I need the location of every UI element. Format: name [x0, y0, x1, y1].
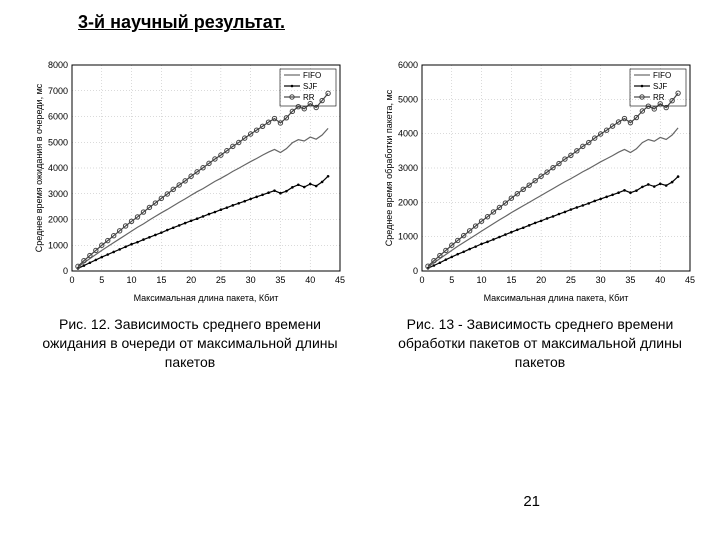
charts-container: 0510152025303540450100020003000400050006… — [30, 55, 700, 372]
svg-text:8000: 8000 — [48, 60, 68, 70]
svg-text:SJF: SJF — [303, 82, 317, 91]
svg-text:25: 25 — [566, 275, 576, 285]
svg-text:45: 45 — [685, 275, 695, 285]
svg-text:4000: 4000 — [48, 163, 68, 173]
svg-text:Среднее время обработки пакета: Среднее время обработки пакета, мс — [384, 89, 394, 246]
svg-text:40: 40 — [305, 275, 315, 285]
svg-text:RR: RR — [303, 93, 315, 102]
svg-text:FIFO: FIFO — [303, 71, 321, 80]
svg-text:10: 10 — [127, 275, 137, 285]
svg-text:25: 25 — [216, 275, 226, 285]
svg-text:3000: 3000 — [398, 163, 418, 173]
svg-text:6000: 6000 — [48, 112, 68, 122]
svg-text:2000: 2000 — [48, 215, 68, 225]
svg-text:1000: 1000 — [398, 232, 418, 242]
svg-text:3000: 3000 — [48, 189, 68, 199]
svg-text:7000: 7000 — [48, 86, 68, 96]
svg-text:0: 0 — [63, 266, 68, 276]
caption-right: Рис. 13 - Зависимость среднего времени о… — [380, 315, 700, 372]
svg-text:15: 15 — [156, 275, 166, 285]
svg-text:6000: 6000 — [398, 60, 418, 70]
svg-text:4000: 4000 — [398, 129, 418, 139]
svg-text:30: 30 — [246, 275, 256, 285]
svg-text:Среднее время ожидания в очере: Среднее время ожидания в очереди, мс — [34, 83, 44, 252]
svg-text:5000: 5000 — [398, 94, 418, 104]
svg-text:10: 10 — [477, 275, 487, 285]
svg-text:1000: 1000 — [48, 240, 68, 250]
svg-text:20: 20 — [536, 275, 546, 285]
svg-text:30: 30 — [596, 275, 606, 285]
svg-text:5: 5 — [99, 275, 104, 285]
svg-text:15: 15 — [506, 275, 516, 285]
svg-text:0: 0 — [69, 275, 74, 285]
svg-text:RR: RR — [653, 93, 665, 102]
caption-left: Рис. 12. Зависимость среднего времени ож… — [30, 315, 350, 372]
chart-right-box: 0 5 10 15 20 25 30 35 40 45 0 1000 2000 3000 4000 5000 6… — [380, 55, 700, 372]
svg-text:45: 45 — [335, 275, 345, 285]
svg-text:35: 35 — [625, 275, 635, 285]
svg-text:2000: 2000 — [398, 197, 418, 207]
chart-left: 0 5 10 15 20 25 30 35 40 45 0 1000 2000 3000 4000 5000 6… — [30, 55, 350, 305]
svg-text:SJF: SJF — [653, 82, 667, 91]
svg-text:Максимальная длина пакета, Кби: Максимальная длина пакета, Кбит — [134, 293, 279, 303]
svg-text:5000: 5000 — [48, 137, 68, 147]
chart-right: 0 5 10 15 20 25 30 35 40 45 0 1000 2000 3000 4000 5000 6… — [380, 55, 700, 305]
svg-text:20: 20 — [186, 275, 196, 285]
chart-left-box: 0 5 10 15 20 25 30 35 40 45 0 1000 2000 3000 4000 5000 6… — [30, 55, 350, 372]
svg-text:FIFO: FIFO — [653, 71, 671, 80]
svg-text:40: 40 — [655, 275, 665, 285]
svg-text:0: 0 — [413, 266, 418, 276]
svg-text:Максимальная длина пакета, Кби: Максимальная длина пакета, Кбит — [484, 293, 629, 303]
svg-text:5: 5 — [449, 275, 454, 285]
page-number: 21 — [523, 493, 540, 510]
svg-text:35: 35 — [275, 275, 285, 285]
section-heading: 3-й научный результат. — [78, 12, 285, 33]
svg-text:0: 0 — [419, 275, 424, 285]
